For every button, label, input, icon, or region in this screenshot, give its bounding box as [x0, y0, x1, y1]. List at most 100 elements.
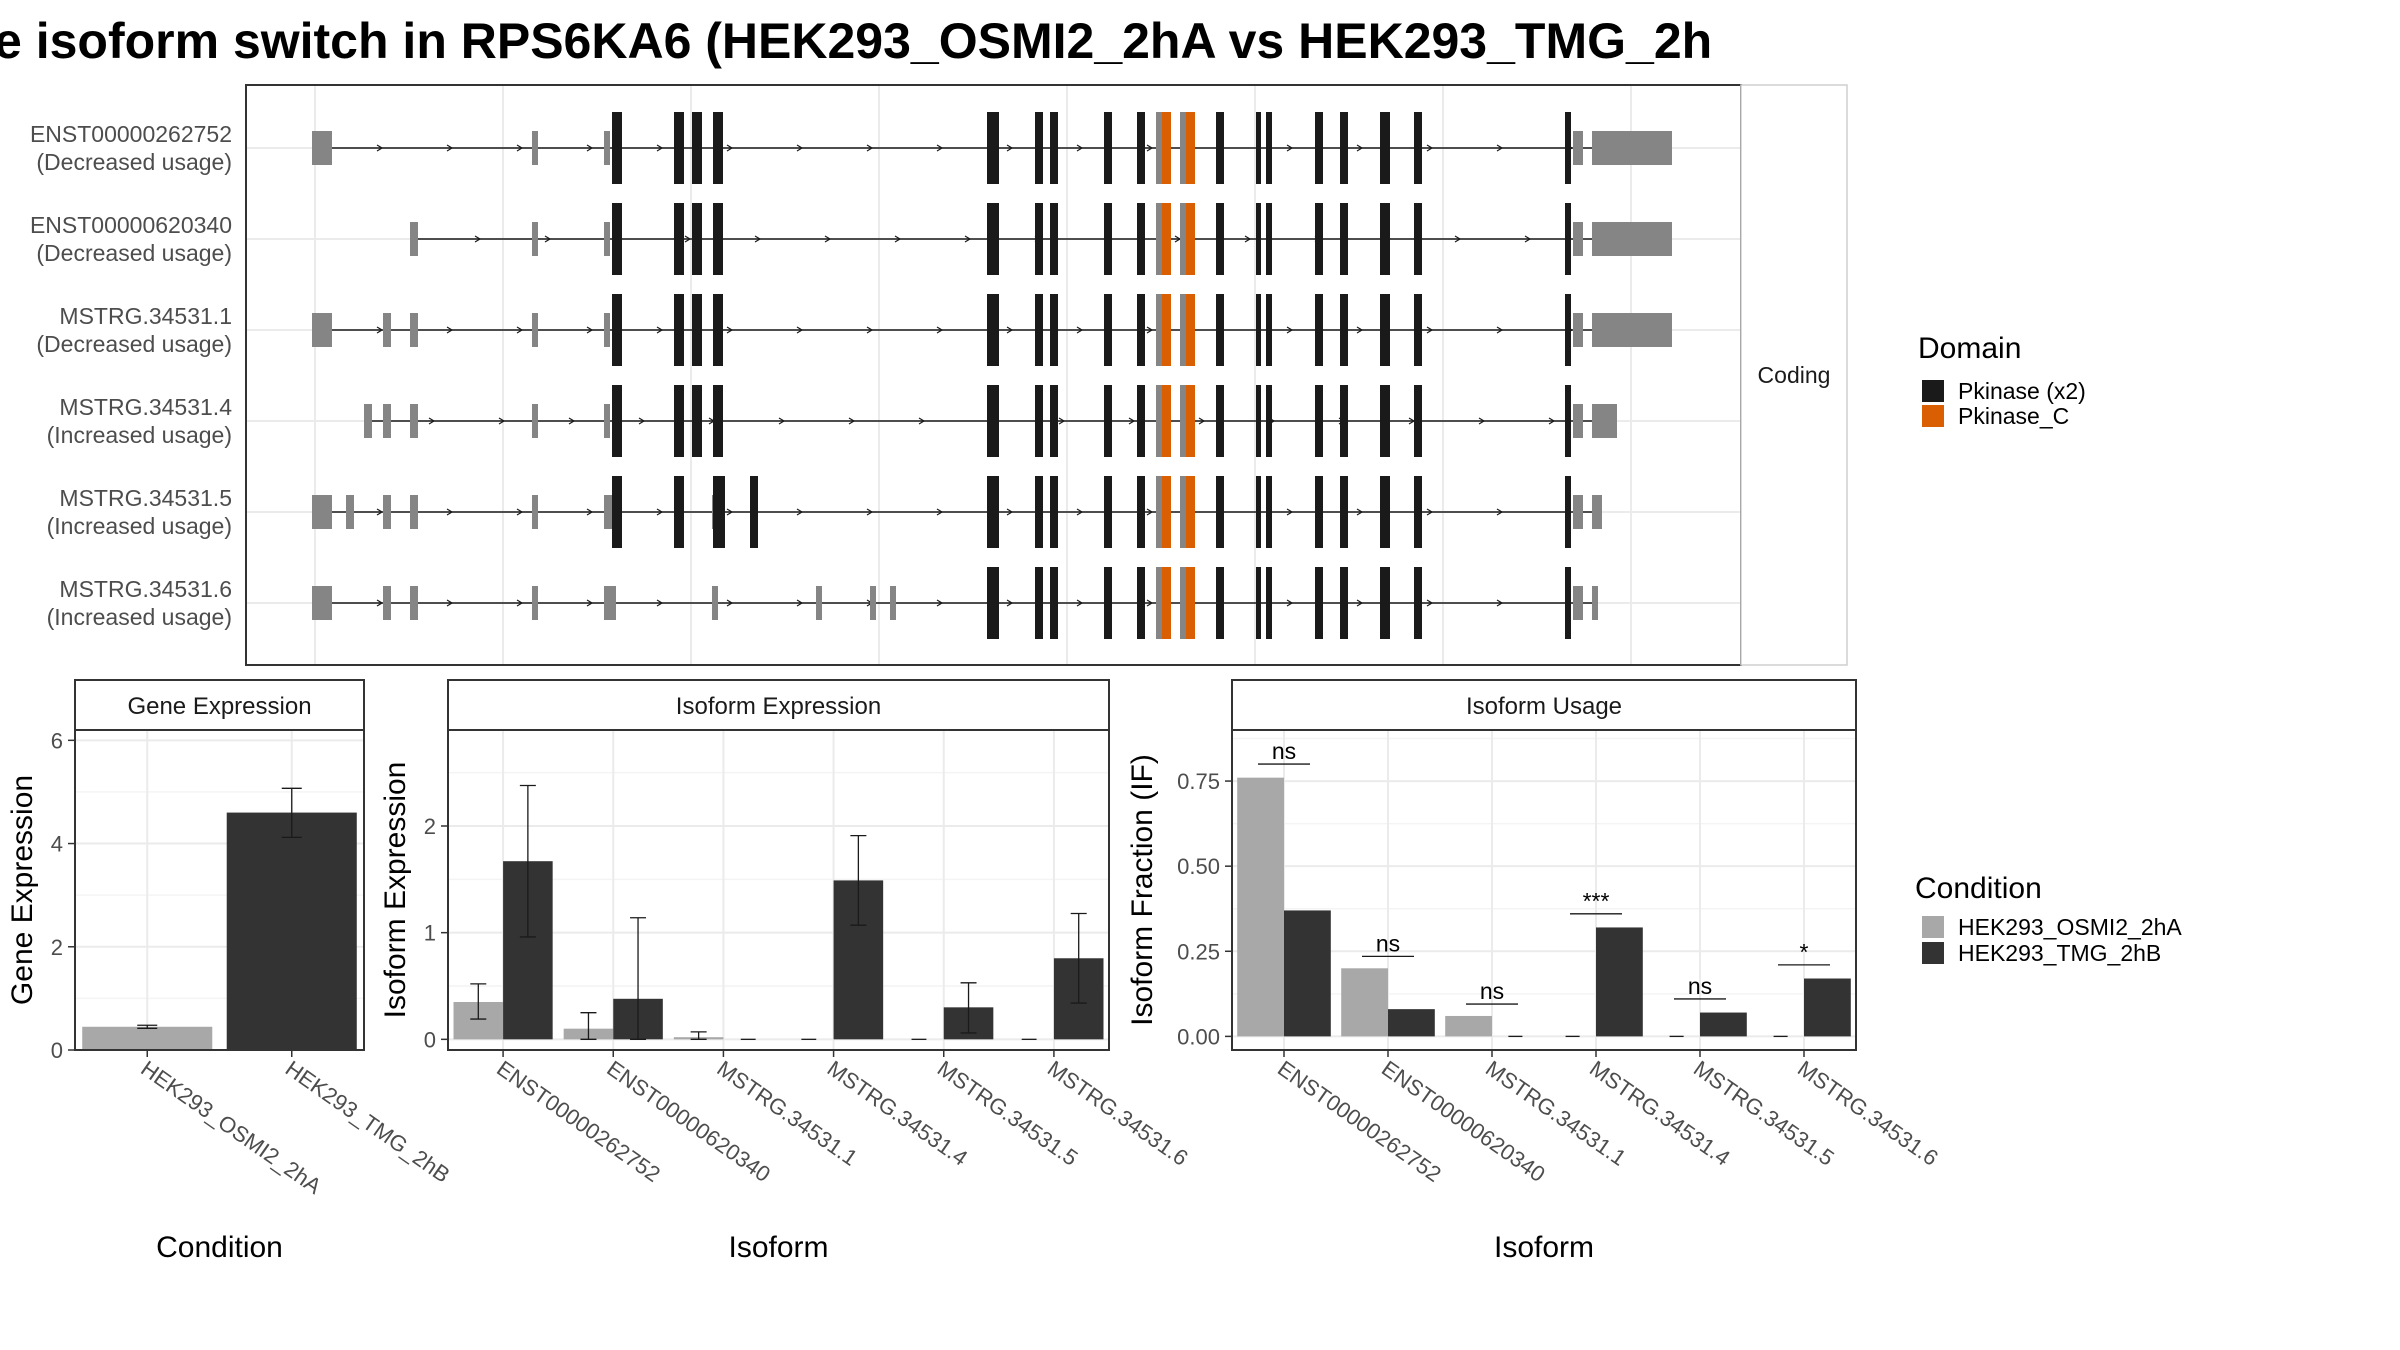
cds-exon [1380, 385, 1390, 457]
significance-label: * [1800, 939, 1809, 965]
legend-label-pkinase-c: Pkinase_C [1958, 403, 2069, 429]
cds-exon [1315, 112, 1323, 184]
strand-arrow [516, 599, 524, 607]
isoform-id-label: MSTRG.34531.4 [59, 394, 232, 420]
cds-exon [750, 476, 758, 548]
condition-legend: Condition HEK293_OSMI2_2hA HEK293_TMG_2h… [1915, 872, 2182, 966]
bar [226, 812, 357, 1050]
cds-exon [1565, 294, 1571, 366]
utr-exon [1592, 495, 1602, 529]
cds-exon [1340, 567, 1348, 639]
y-tick-label: 4 [51, 832, 63, 857]
cds-exon [1266, 476, 1272, 548]
significance-label: ns [1376, 930, 1400, 956]
utr-exon [383, 586, 391, 620]
structure-panel: ENST00000262752(Decreased usage)ENST0000… [30, 84, 1848, 666]
panel-border [447, 729, 1110, 1051]
cds-exon [987, 294, 999, 366]
bar [1804, 978, 1851, 1037]
x-axis-title: Isoform [728, 1231, 828, 1264]
strand-arrow [1548, 417, 1556, 425]
isoform-id-label: MSTRG.34531.5 [59, 485, 232, 511]
panel-strip-label: Gene Expression [127, 693, 311, 720]
y-tick-label: 2 [424, 814, 436, 839]
cds-exon [713, 294, 723, 366]
y-axis-title: Isoform Fraction (IF) [1126, 754, 1159, 1026]
strand-arrow [754, 235, 762, 243]
pkinase-c-domain [1186, 294, 1195, 366]
isoform-track [364, 385, 1617, 457]
exon-edge [1180, 294, 1186, 366]
strand-arrow [474, 235, 482, 243]
cds-exon [1256, 112, 1261, 184]
strand-arrow [1356, 326, 1364, 334]
cds-exon [713, 385, 723, 457]
utr-exon [1573, 586, 1583, 620]
cds-exon [717, 476, 725, 548]
cds-exon [1256, 476, 1261, 548]
cds-exon [987, 203, 999, 275]
cds-exon [1050, 203, 1058, 275]
strand-arrow [918, 417, 926, 425]
strand-arrow [778, 417, 786, 425]
utr-exon [410, 495, 418, 529]
coding-strip-label: Coding [1758, 362, 1831, 388]
strand-arrow [1006, 144, 1014, 152]
utr-exon [604, 222, 610, 256]
cds-exon [674, 112, 684, 184]
y-tick-label: 0.75 [1177, 769, 1220, 794]
isoform-usage-label: (Decreased usage) [36, 149, 232, 175]
cds-exon [612, 203, 622, 275]
cds-exon [1340, 476, 1348, 548]
cds-exon [1340, 385, 1348, 457]
cds-exon [1035, 567, 1043, 639]
utr-exon [1592, 586, 1598, 620]
cds-exon [612, 476, 622, 548]
exon-edge [1156, 294, 1162, 366]
pkinase-c-domain [1186, 385, 1195, 457]
strand-arrow [568, 417, 576, 425]
cds-exon [1216, 112, 1224, 184]
panel-border [74, 729, 365, 1051]
pkinase-c-domain [1162, 203, 1171, 275]
pkinase-c-domain [1162, 385, 1171, 457]
strand-arrow [1426, 508, 1434, 516]
strand-arrow [516, 508, 524, 516]
cds-exon [1104, 385, 1112, 457]
cds-exon [1315, 567, 1323, 639]
strand-arrow [1496, 599, 1504, 607]
cds-exon [1266, 294, 1272, 366]
panel-strip [447, 679, 1110, 731]
bar [1284, 910, 1331, 1037]
cds-exon [612, 385, 622, 457]
strand-arrow [1146, 144, 1154, 152]
strand-arrow [936, 508, 944, 516]
bar [1596, 927, 1643, 1037]
strand-arrow [516, 144, 524, 152]
strand-arrow [824, 235, 832, 243]
strand-arrow [586, 508, 594, 516]
cds-exon [674, 203, 684, 275]
pkinase-c-domain [1162, 476, 1171, 548]
utr-exon [1592, 222, 1672, 256]
panel-strip-label: Isoform Usage [1466, 693, 1622, 720]
cds-exon [674, 385, 684, 457]
cds-exon [674, 294, 684, 366]
cds-exon [1256, 567, 1261, 639]
utr-exon [1573, 313, 1583, 347]
strand-arrow [1198, 417, 1206, 425]
y-tick-label: 0.50 [1177, 854, 1220, 879]
strand-arrow [894, 235, 902, 243]
exon-edge [1180, 385, 1186, 457]
cds-exon [1315, 476, 1323, 548]
strand-arrow [726, 599, 734, 607]
bar [1388, 1009, 1435, 1037]
strand-arrow [638, 417, 646, 425]
legend-label-cond-a: HEK293_OSMI2_2hA [1958, 914, 2182, 940]
strand-arrow [726, 508, 734, 516]
cds-exon [1216, 385, 1224, 457]
strand-arrow [446, 599, 454, 607]
significance-label: ns [1480, 978, 1504, 1004]
cds-exon [987, 112, 999, 184]
strand-arrow [376, 508, 384, 516]
